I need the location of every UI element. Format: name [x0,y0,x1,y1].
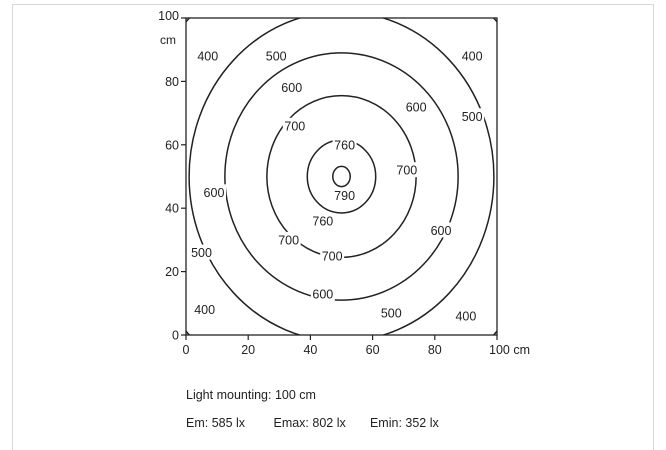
contour-label: 600 [281,81,302,95]
contour-label: 600 [431,224,452,238]
contour-label: 700 [396,164,417,178]
em-value: Em: 585 lx [186,416,246,430]
contour-label: 700 [322,249,343,263]
plot-frame [185,17,498,336]
x-tick-label: 80 [428,343,442,357]
x-tick-label: 20 [241,343,255,357]
contour-790 [332,165,351,188]
y-tick-label: 100 [158,9,179,23]
illuminance-summary: Em: 585 lx Emax: 802 lx Emin: 352 lx [186,416,439,430]
mounting-info: Light mounting: 100 cm [186,388,316,402]
emax-value: Emax: 802 lx [273,416,346,430]
contour-600 [224,52,459,301]
y-axis: 0 20 40 60 80 100 [158,9,186,343]
x-axis: 0 20 40 60 80 100 cm [183,335,530,357]
contour-label: 400 [194,303,215,317]
contour-label: 760 [312,214,333,228]
y-tick-label: 60 [165,138,179,152]
contour-label: 600 [406,100,427,114]
y-axis-unit: cm [160,33,176,47]
x-tick-label: 40 [303,343,317,357]
contour-label: 700 [284,119,305,133]
contour-label: 400 [197,50,218,64]
y-tick-label: 20 [165,265,179,279]
contour-label: 790 [334,189,355,203]
y-tick-label: 0 [172,329,179,343]
x-tick-label: 0 [183,343,190,357]
y-tick-label: 80 [165,75,179,89]
contour-label: 760 [334,138,355,152]
contour-label: 500 [462,110,483,124]
contour-label: 400 [462,50,483,64]
emin-value: Emin: 352 lx [369,416,439,430]
contour-label: 700 [278,233,299,247]
contour-label: 600 [204,186,225,200]
x-tick-label: 100 cm [489,343,530,357]
contour-label: 600 [312,287,333,301]
contour-500 [188,18,495,335]
contour-labels: 400 500 400 600 600 500 700 760 700 790 600 760 600 7… [189,48,485,323]
contour-label: 500 [191,246,212,260]
contour-label: 400 [455,309,476,323]
x-tick-label: 60 [366,343,380,357]
contour-label: 500 [266,50,287,64]
figure-frame [12,4,654,450]
y-tick-label: 40 [165,202,179,216]
contour-label: 500 [381,306,402,320]
